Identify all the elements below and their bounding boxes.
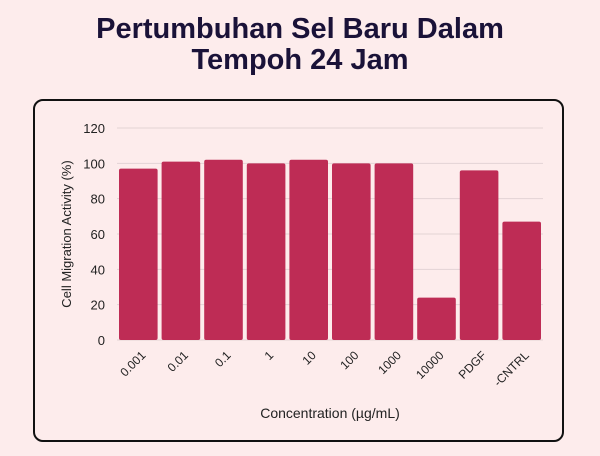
x-tick-label: 10 [299,348,319,368]
bar [289,159,328,340]
bar [204,159,243,340]
x-tick-label: 1 [262,348,277,363]
chart-title: Pertumbuhan Sel Baru Dalam Tempoh 24 Jam [0,14,600,76]
bar [502,221,541,340]
x-tick-label: PDGF [456,348,489,381]
bar [459,170,499,340]
x-tick-label: 0.1 [212,348,234,370]
bar [119,168,158,340]
x-tick-label: 10000 [413,348,447,382]
bar [417,297,456,340]
bar [161,161,201,340]
y-tick-label: 20 [91,298,105,313]
x-tick-label: 0.001 [117,348,148,379]
bar [374,163,414,340]
y-axis-label: Cell Migration Activity (%) [59,160,74,307]
bar [332,163,371,340]
x-tick-label: 0.01 [165,348,192,375]
x-axis-label: Concentration (µg/mL) [260,405,400,421]
chart-title-line-1: Pertumbuhan Sel Baru Dalam [96,13,504,45]
x-tick-label: 1000 [375,348,404,377]
chart-title-line-2: Tempoh 24 Jam [191,44,409,76]
y-tick-label: 60 [91,227,105,242]
y-tick-label: 120 [83,121,105,136]
bar [246,163,286,340]
chart-card [33,99,564,442]
y-tick-label: 100 [83,156,105,171]
y-tick-label: 40 [91,262,105,277]
y-tick-label: 80 [91,192,105,207]
x-tick-label: -CNTRL [491,348,532,389]
y-tick-label: 0 [98,333,105,348]
x-tick-label: 100 [337,348,361,372]
